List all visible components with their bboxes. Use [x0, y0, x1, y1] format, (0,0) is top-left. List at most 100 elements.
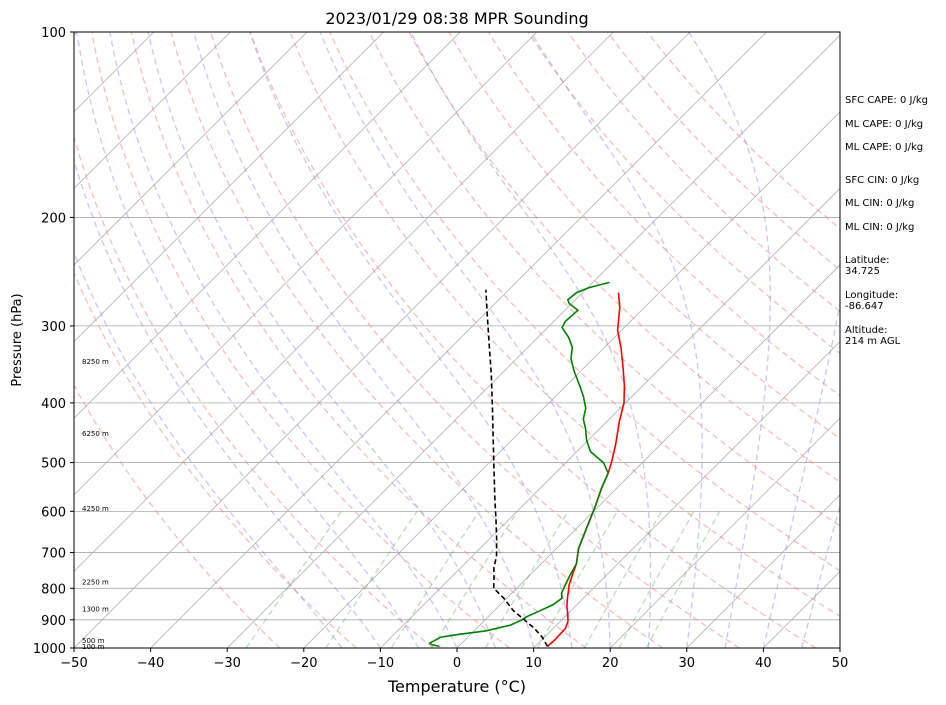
moist-adiabat — [109, 32, 458, 648]
moist-adiabat — [410, 32, 652, 648]
isotherm-line — [226, 34, 840, 648]
height-label: 6250 m — [82, 430, 109, 438]
dry-adiabat — [249, 32, 817, 648]
dry-adiabat — [527, 32, 840, 355]
plot-frame — [73, 31, 841, 649]
moist-adiabat — [762, 300, 840, 648]
longitude-label: Longitude: — [845, 290, 899, 301]
moist-adiabat — [801, 503, 840, 648]
isotherm-line — [0, 32, 1, 648]
dry-adiabat — [209, 32, 740, 648]
mixing-ratio-line — [431, 510, 519, 648]
x-tick-label: −10 — [367, 656, 394, 671]
moist-adiabat — [530, 32, 703, 648]
height-label: 1300 m — [82, 605, 109, 613]
x-tick-label: 40 — [755, 656, 772, 671]
isotherm-line — [609, 417, 840, 648]
x-axis-label: Temperature (°C) — [387, 677, 526, 696]
moist-adiabat — [249, 32, 573, 648]
moist-adiabat — [319, 32, 611, 648]
isotherm-line — [150, 32, 767, 648]
altitude-label: Altitude: — [845, 325, 888, 336]
ml-cin-2: ML CIN: 0 J/kg — [845, 222, 915, 233]
y-tick-label: 800 — [41, 582, 66, 597]
mixing-ratio-line — [618, 510, 695, 648]
x-tick-label: −40 — [137, 656, 164, 671]
axes: −50 −40 −30 −20 −10 0 10 20 30 40 50 1000 900 800 700 6… — [33, 26, 848, 671]
altitude-value: 214 m AGL — [845, 336, 901, 347]
moist-adiabat — [76, 32, 420, 648]
height-label: 4250 m — [82, 505, 109, 513]
mixing-ratio-line — [583, 510, 662, 648]
isotherm-line — [533, 341, 840, 648]
dry-adiabat — [487, 32, 840, 397]
ml-cin: ML CIN: 0 J/kg — [845, 198, 915, 209]
background-lines — [0, 32, 840, 648]
x-tick-label: 10 — [525, 656, 542, 671]
height-label: 2250 m — [82, 579, 109, 587]
dewpoint-trace — [428, 281, 610, 648]
x-tick-label: −50 — [60, 656, 87, 671]
x-tick-label: 30 — [679, 656, 696, 671]
mixing-ratio-line — [245, 510, 342, 648]
isotherm-line — [74, 32, 231, 189]
y-tick-label: 900 — [41, 614, 66, 629]
y-tick-label: 200 — [41, 211, 66, 226]
moist-adiabat — [193, 32, 535, 648]
height-label: 100 m — [82, 643, 105, 651]
mixing-ratio-line — [390, 510, 480, 648]
dry-adiabat — [329, 32, 840, 572]
sounding-traces — [428, 281, 626, 648]
dry-adiabat — [130, 32, 587, 648]
y-tick-label: 600 — [41, 505, 66, 520]
moist-adiabat — [147, 32, 496, 648]
isotherm-line — [74, 32, 308, 266]
mixing-ratio-line — [484, 510, 569, 648]
isotherm-line — [74, 32, 538, 496]
dry-adiabat — [170, 32, 664, 648]
isotherm-line — [380, 187, 840, 648]
moist-adiabat — [688, 32, 771, 648]
y-axis-label: Pressure (hPa) — [10, 293, 25, 386]
isotherm-line — [456, 264, 840, 648]
mixing-ratio-line — [536, 510, 618, 648]
sfc-cin: SFC CIN: 0 J/kg — [845, 175, 920, 186]
x-tick-label: 0 — [453, 656, 461, 671]
dry-adiabat — [368, 32, 840, 527]
x-tick-label: 20 — [602, 656, 619, 671]
y-tick-label: 100 — [41, 26, 66, 41]
y-tick-label: 500 — [41, 457, 66, 472]
height-label: 500 m — [82, 637, 105, 645]
isotherm-line — [74, 32, 461, 419]
mixing-ratio-line — [645, 510, 721, 648]
moist-adiabat — [74, 250, 343, 648]
dry-adiabat — [289, 32, 840, 618]
y-tick-label: 1000 — [33, 642, 66, 657]
y-tick-label: 400 — [41, 397, 66, 412]
sfc-cape: SFC CAPE: 0 J/kg — [845, 95, 928, 106]
isotherm-line — [74, 32, 384, 343]
moist-adiabat — [74, 158, 381, 648]
x-tick-label: −30 — [213, 656, 240, 671]
dry-adiabat — [90, 32, 510, 648]
dry-adiabat — [74, 384, 281, 648]
isotherm-line — [74, 32, 614, 572]
latitude-value: 34.725 — [845, 266, 880, 277]
isotherm-line — [686, 494, 840, 648]
dry-adiabat — [408, 32, 840, 483]
x-tick-label: 50 — [832, 656, 849, 671]
ml-cape: ML CAPE: 0 J/kg — [845, 119, 924, 130]
longitude-value: -86.647 — [845, 301, 884, 312]
mixing-ratio-line — [325, 510, 418, 648]
ml-cape-2: ML CAPE: 0 J/kg — [845, 142, 924, 153]
y-tick-label: 700 — [41, 547, 66, 562]
height-label: 8250 m — [82, 358, 109, 366]
dry-adiabat — [448, 32, 840, 440]
latitude-label: Latitude: — [845, 255, 890, 266]
x-tick-label: −20 — [290, 656, 317, 671]
dry-adiabat — [567, 32, 840, 313]
dry-adiabat — [74, 271, 357, 648]
isotherm-line — [303, 111, 840, 648]
